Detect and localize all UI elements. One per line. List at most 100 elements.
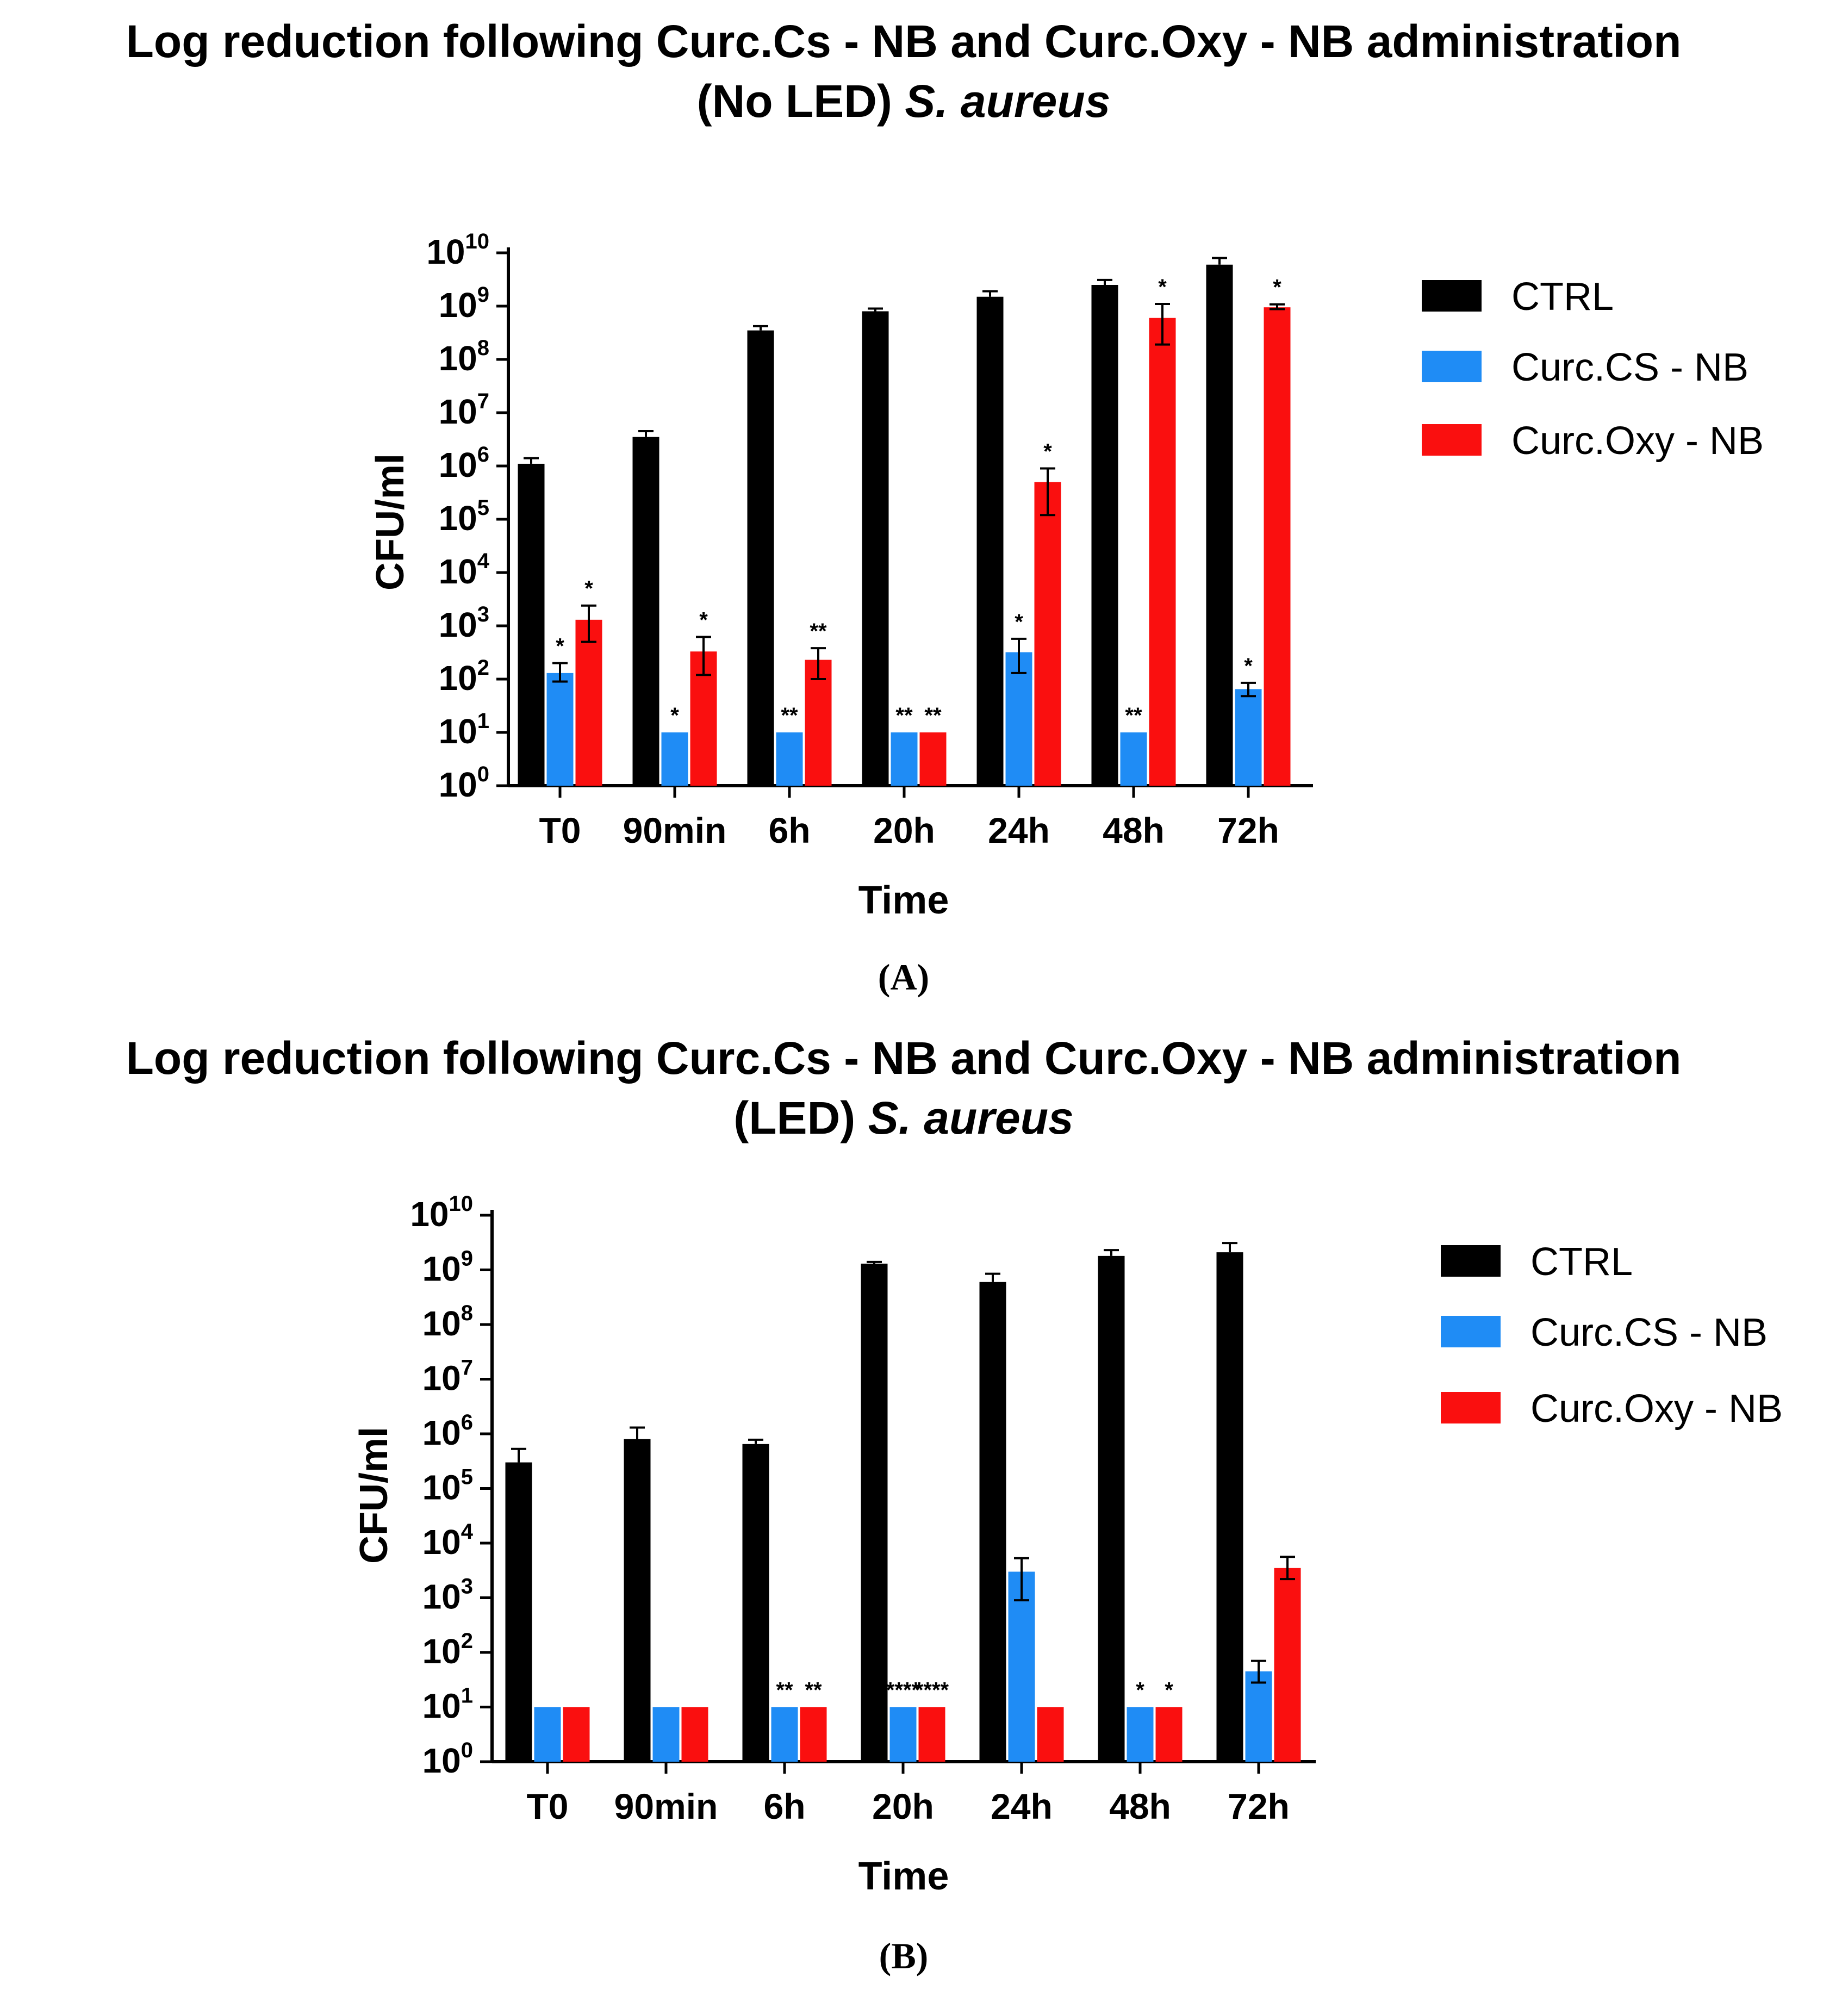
y-tick-label: 104 xyxy=(439,549,490,591)
y-tick-base: 10 xyxy=(422,1304,461,1343)
bar-curc-oxy-nb xyxy=(681,1707,708,1762)
significance-marker: * xyxy=(699,608,708,632)
legend-swatch-curc-cs xyxy=(1422,351,1482,382)
significance-marker: * xyxy=(1244,654,1253,678)
legend-label-curc-cs: Curc.CS - NB xyxy=(1530,1311,1768,1354)
y-tick-base: 10 xyxy=(439,445,477,484)
panel-b-y-axis-title: CFU/ml xyxy=(352,1427,396,1564)
y-tick-label: 106 xyxy=(439,443,489,484)
x-tick-label: 24h xyxy=(988,810,1050,850)
y-tick-label: 108 xyxy=(439,336,489,378)
panel-a: Log reduction following Curc.Cs - NB and… xyxy=(126,16,1764,998)
y-tick-label: 107 xyxy=(422,1356,473,1398)
bar-curc-oxy-nb xyxy=(919,732,947,786)
panel-a-x-axis-title: Time xyxy=(858,879,949,922)
y-tick-exponent: 9 xyxy=(477,283,489,307)
panel-b-title-species: S. aureus xyxy=(868,1092,1074,1143)
significance-marker: **** xyxy=(886,1678,920,1702)
panel-b-title-line1: Log reduction following Curc.Cs - NB and… xyxy=(126,1033,1682,1084)
y-tick-exponent: 8 xyxy=(477,336,489,360)
x-tick-label: 20h xyxy=(872,1786,934,1826)
y-tick-exponent: 9 xyxy=(461,1247,473,1271)
bar-ctrl xyxy=(976,296,1004,786)
y-tick-base: 10 xyxy=(426,232,465,271)
significance-marker: ** xyxy=(810,619,827,643)
bar-curc-oxy-nb xyxy=(1034,482,1061,786)
bar-curc-cs-nb xyxy=(546,673,574,786)
x-tick-label: T0 xyxy=(539,810,581,850)
y-tick-base: 10 xyxy=(422,1632,461,1671)
bar-curc-oxy-nb xyxy=(918,1707,945,1762)
x-tick-label: 6h xyxy=(768,810,810,850)
y-tick-label: 107 xyxy=(439,389,489,431)
legend-label-curc-oxy: Curc.Oxy - NB xyxy=(1530,1387,1783,1431)
y-tick-label: 104 xyxy=(422,1520,474,1562)
y-tick-label: 100 xyxy=(439,762,489,804)
bar-curc-cs-nb xyxy=(1127,1707,1154,1762)
significance-marker: * xyxy=(1273,276,1281,300)
panel-a-title-line2: (No LED) S. aureus xyxy=(697,76,1111,127)
panel-a-y-axis-title: CFU/ml xyxy=(369,453,412,590)
significance-marker: ** xyxy=(805,1678,822,1702)
significance-marker: * xyxy=(1043,439,1052,463)
panel-a-legend: CTRL Curc.CS - NB Curc.Oxy - NB xyxy=(1422,275,1764,463)
panel-b-title-line2: (LED) S. aureus xyxy=(733,1092,1073,1143)
panel-a-title-line1: Log reduction following Curc.Cs - NB and… xyxy=(126,16,1682,67)
y-tick-exponent: 3 xyxy=(461,1575,473,1599)
significance-marker: * xyxy=(556,634,564,658)
bar-curc-cs-nb xyxy=(1235,689,1262,786)
bar-curc-cs-nb xyxy=(652,1707,680,1762)
significance-marker: * xyxy=(1136,1678,1144,1702)
y-tick-exponent: 5 xyxy=(461,1465,473,1489)
y-tick-base: 10 xyxy=(439,765,477,804)
y-tick-base: 10 xyxy=(439,552,477,591)
bar-ctrl xyxy=(742,1444,769,1762)
y-tick-label: 103 xyxy=(439,602,489,644)
bar-curc-cs-nb xyxy=(771,1707,798,1762)
bar-curc-cs-nb xyxy=(1008,1571,1035,1762)
bar-ctrl xyxy=(505,1462,532,1762)
y-tick-exponent: 10 xyxy=(465,229,490,253)
y-tick-base: 10 xyxy=(439,712,477,751)
y-tick-label: 1010 xyxy=(410,1192,473,1234)
y-tick-exponent: 0 xyxy=(461,1738,473,1762)
legend-swatch-ctrl xyxy=(1422,280,1482,312)
y-tick-exponent: 7 xyxy=(477,389,489,413)
x-tick-label: 48h xyxy=(1109,1786,1171,1826)
y-tick-exponent: 5 xyxy=(477,496,489,520)
y-tick-base: 10 xyxy=(439,339,477,378)
y-tick-base: 10 xyxy=(439,285,477,325)
panel-b-title-prefix: (LED) xyxy=(733,1092,868,1143)
x-tick-label: 90min xyxy=(614,1786,718,1826)
x-tick-label: T0 xyxy=(526,1786,568,1826)
bar-curc-cs-nb xyxy=(661,732,688,786)
bar-ctrl xyxy=(1206,264,1233,786)
bar-ctrl xyxy=(632,437,659,786)
bar-ctrl xyxy=(862,311,889,786)
significance-marker: * xyxy=(670,704,679,728)
x-tick-label: 20h xyxy=(873,810,935,850)
x-tick-label: 24h xyxy=(991,1786,1053,1826)
y-tick-base: 10 xyxy=(410,1195,449,1234)
significance-marker: ** xyxy=(1125,704,1142,728)
significance-marker: * xyxy=(1158,275,1167,299)
y-tick-exponent: 2 xyxy=(461,1629,473,1653)
y-tick-label: 101 xyxy=(422,1684,473,1726)
x-tick-label: 72h xyxy=(1217,810,1279,850)
y-tick-label: 101 xyxy=(439,709,489,751)
y-tick-label: 102 xyxy=(439,656,489,698)
legend-swatch-curc-oxy xyxy=(1441,1392,1501,1423)
legend-label-curc-oxy: Curc.Oxy - NB xyxy=(1511,419,1764,463)
bar-curc-cs-nb xyxy=(889,1707,917,1762)
bar-ctrl xyxy=(624,1439,651,1762)
significance-marker: **** xyxy=(915,1678,949,1702)
panel-b-x-axis-title: Time xyxy=(858,1855,949,1898)
panel-b-label: (B) xyxy=(879,1935,929,1976)
y-tick-base: 10 xyxy=(439,392,477,431)
y-tick-exponent: 6 xyxy=(477,443,489,467)
bar-ctrl xyxy=(979,1282,1006,1762)
y-tick-exponent: 8 xyxy=(461,1301,473,1325)
panel-b-legend: CTRL Curc.CS - NB Curc.Oxy - NB xyxy=(1441,1240,1783,1431)
y-tick-base: 10 xyxy=(422,1522,461,1562)
bar-curc-oxy-nb xyxy=(1155,1707,1183,1762)
